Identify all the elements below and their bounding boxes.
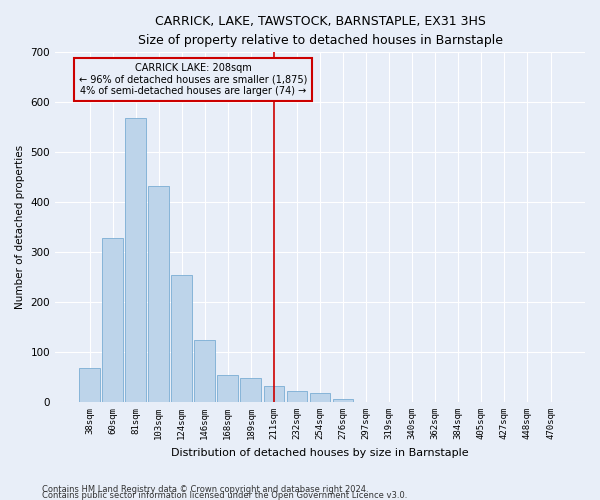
Bar xyxy=(263,386,284,402)
Bar xyxy=(148,186,169,402)
Text: Contains HM Land Registry data © Crown copyright and database right 2024.: Contains HM Land Registry data © Crown c… xyxy=(42,484,368,494)
Bar xyxy=(79,368,100,402)
Bar xyxy=(287,391,307,402)
Text: Contains public sector information licensed under the Open Government Licence v3: Contains public sector information licen… xyxy=(42,490,407,500)
Bar xyxy=(125,118,146,402)
Bar xyxy=(194,340,215,402)
Bar xyxy=(217,374,238,402)
Bar xyxy=(332,399,353,402)
Y-axis label: Number of detached properties: Number of detached properties xyxy=(15,145,25,310)
Title: CARRICK, LAKE, TAWSTOCK, BARNSTAPLE, EX31 3HS
Size of property relative to detac: CARRICK, LAKE, TAWSTOCK, BARNSTAPLE, EX3… xyxy=(137,15,503,47)
X-axis label: Distribution of detached houses by size in Barnstaple: Distribution of detached houses by size … xyxy=(171,448,469,458)
Bar xyxy=(172,274,192,402)
Bar xyxy=(310,393,331,402)
Bar xyxy=(241,378,261,402)
Text: CARRICK LAKE: 208sqm
← 96% of detached houses are smaller (1,875)
4% of semi-det: CARRICK LAKE: 208sqm ← 96% of detached h… xyxy=(79,63,307,96)
Bar xyxy=(102,238,123,402)
